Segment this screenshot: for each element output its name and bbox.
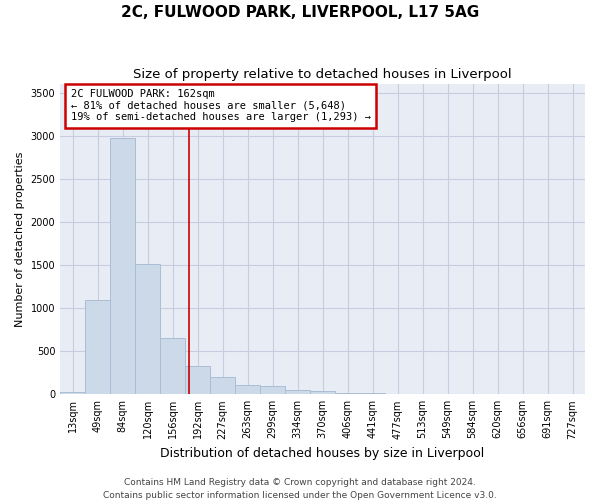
Text: Contains HM Land Registry data © Crown copyright and database right 2024.
Contai: Contains HM Land Registry data © Crown c… [103, 478, 497, 500]
Bar [85, 300, 110, 394]
Text: 2C FULWOOD PARK: 162sqm
← 81% of detached houses are smaller (5,648)
19% of semi: 2C FULWOOD PARK: 162sqm ← 81% of detache… [71, 89, 371, 122]
Title: Size of property relative to detached houses in Liverpool: Size of property relative to detached ho… [133, 68, 512, 80]
Bar [185, 366, 210, 394]
Bar [160, 338, 185, 394]
Bar [210, 376, 235, 394]
Y-axis label: Number of detached properties: Number of detached properties [15, 152, 25, 327]
Bar [360, 393, 385, 394]
Bar [235, 385, 260, 394]
Text: 2C, FULWOOD PARK, LIVERPOOL, L17 5AG: 2C, FULWOOD PARK, LIVERPOOL, L17 5AG [121, 5, 479, 20]
Bar [260, 386, 285, 394]
Bar [335, 392, 360, 394]
Bar [310, 392, 335, 394]
Bar [135, 264, 160, 394]
X-axis label: Distribution of detached houses by size in Liverpool: Distribution of detached houses by size … [160, 447, 485, 460]
Bar [110, 138, 135, 394]
Bar [60, 392, 85, 394]
Bar [285, 390, 310, 394]
